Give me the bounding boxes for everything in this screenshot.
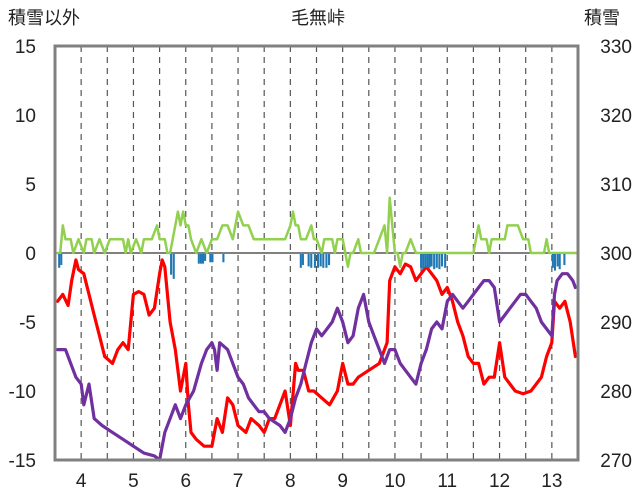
x-tick-label: 13 [541, 471, 562, 492]
right-tick-label: 320 [600, 106, 632, 127]
right-tick-label: 300 [600, 244, 632, 265]
x-tick-labels: 4 5 6 7 8 9 10 11 12 13 [76, 471, 563, 492]
left-tick-labels: 15 10 5 0 -5 -10 -15 [9, 37, 36, 472]
bar [328, 254, 331, 266]
series-line [56, 272, 577, 462]
x-tick-label: 9 [337, 471, 348, 492]
right-tick-label: 330 [600, 37, 632, 58]
bar [558, 254, 561, 270]
left-tick-label: 15 [15, 37, 36, 58]
bar [440, 254, 444, 267]
right-tick-label: 270 [600, 451, 632, 472]
bar [204, 254, 207, 261]
x-tick-label: 11 [437, 471, 457, 492]
bar [444, 254, 447, 268]
right-tick-labels: 330 320 310 300 290 280 270 [600, 37, 632, 472]
left-tick-label: -10 [9, 382, 36, 403]
x-tick-label: 5 [128, 471, 139, 492]
left-tick-label: -15 [9, 451, 36, 472]
series-line-2 [56, 196, 580, 269]
bar [172, 254, 175, 279]
right-tick-label: 310 [600, 175, 632, 196]
bar [310, 254, 313, 268]
right-tick-label: 280 [600, 382, 632, 403]
bar [556, 254, 559, 267]
bar [60, 254, 63, 266]
left-tick-label: -5 [19, 313, 36, 334]
bar [313, 254, 316, 268]
bar [551, 254, 554, 268]
left-tick-label: 10 [15, 106, 36, 127]
bar [420, 254, 423, 268]
bar [563, 254, 566, 266]
bar [422, 254, 425, 270]
bar [299, 254, 302, 268]
plot-area [56, 196, 580, 462]
bar [325, 254, 328, 268]
bar [317, 254, 320, 268]
plot-frame [53, 44, 580, 462]
grid-lines [55, 46, 578, 460]
x-tick-label: 7 [233, 471, 244, 492]
bar [58, 254, 61, 268]
bar [322, 254, 325, 268]
bar [199, 254, 202, 264]
x-tick-label: 12 [489, 471, 510, 492]
series-line-1 [56, 272, 577, 462]
left-tick-label: 5 [25, 175, 36, 196]
bar [438, 254, 441, 270]
bar [319, 254, 322, 267]
bar [197, 254, 200, 264]
bar [430, 254, 433, 267]
series-line-0 [56, 258, 577, 448]
bar [211, 254, 214, 263]
x-tick-label: 8 [285, 471, 296, 492]
x-tick-label: 4 [76, 471, 87, 492]
bar [553, 254, 557, 271]
bar [428, 254, 431, 268]
left-tick-label: 0 [25, 244, 36, 265]
bar [307, 254, 310, 267]
left-axis-label: 積雪以外 [8, 8, 80, 28]
bar [222, 254, 225, 263]
right-axis-label: 積雪 [584, 8, 620, 28]
bar [426, 254, 429, 268]
bar [201, 254, 205, 264]
x-tick-label: 10 [384, 471, 405, 492]
chart-title: 毛無峠 [291, 8, 345, 28]
bar [170, 254, 173, 275]
bar [209, 254, 212, 263]
bar [424, 254, 427, 268]
series-line [56, 196, 580, 269]
series-bars [58, 254, 566, 279]
series-line [56, 258, 577, 448]
bar [435, 254, 438, 268]
right-tick-label: 290 [600, 313, 632, 334]
bar [433, 254, 436, 270]
bar [301, 254, 304, 266]
x-tick-label: 6 [180, 471, 191, 492]
